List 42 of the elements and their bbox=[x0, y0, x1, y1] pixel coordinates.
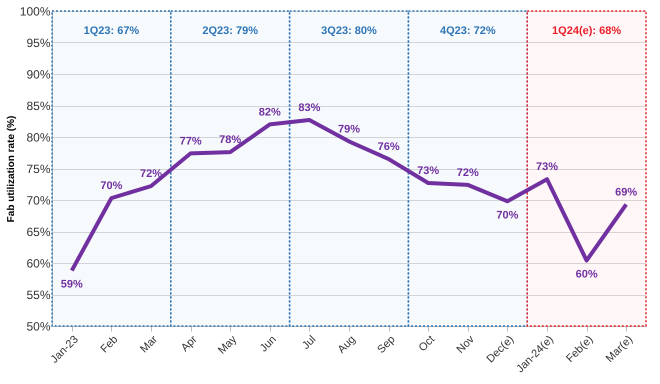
x-tick-label: Aug bbox=[336, 334, 358, 356]
data-label: 59% bbox=[60, 278, 84, 291]
x-tick-label: Nov bbox=[454, 333, 478, 356]
x-tick-label: Feb bbox=[98, 334, 120, 356]
data-label: 82% bbox=[258, 106, 282, 118]
data-label: 78% bbox=[219, 134, 242, 146]
y-tick-label: 75% bbox=[26, 162, 51, 176]
band-label: 1Q23: 67% bbox=[84, 25, 140, 37]
y-tick-label: 65% bbox=[26, 225, 51, 239]
data-label: 77% bbox=[180, 135, 202, 148]
data-label: 60% bbox=[576, 268, 598, 280]
y-tick-label: 90% bbox=[26, 68, 51, 82]
band-label: 2Q23: 79% bbox=[202, 25, 258, 37]
y-tick-label: 85% bbox=[26, 99, 51, 113]
x-tick-label: Mar bbox=[138, 333, 160, 356]
data-label: 70% bbox=[496, 209, 519, 222]
y-tick-label: 60% bbox=[26, 256, 51, 270]
band-label: 3Q23: 80% bbox=[321, 25, 378, 37]
data-label: 73% bbox=[417, 164, 440, 177]
data-label: 73% bbox=[536, 161, 558, 174]
x-tick-label: May bbox=[216, 333, 240, 357]
y-tick-label: 95% bbox=[26, 36, 51, 50]
data-label: 70% bbox=[100, 180, 123, 192]
x-tick-label: Oct bbox=[416, 334, 438, 354]
x-tick-label: Sep bbox=[375, 334, 398, 356]
y-axis-title: Fab utilization rate (%) bbox=[6, 116, 17, 222]
data-label: 79% bbox=[338, 123, 360, 136]
data-label: 69% bbox=[615, 186, 638, 198]
y-tick-label: 80% bbox=[26, 130, 51, 144]
y-tick-label: 70% bbox=[26, 194, 51, 208]
x-tick-label: Jun bbox=[258, 334, 279, 355]
data-label: 72% bbox=[140, 168, 162, 180]
x-tick-label: Apr bbox=[178, 333, 200, 354]
y-tick-label: 100% bbox=[20, 4, 51, 18]
y-tick-label: 55% bbox=[26, 288, 51, 302]
data-label: 76% bbox=[378, 141, 400, 154]
x-tick-label: Jul bbox=[300, 334, 318, 352]
band-label: 4Q23: 72% bbox=[440, 25, 496, 37]
data-label: 72% bbox=[456, 166, 480, 179]
band-label: 1Q24(e): 68% bbox=[552, 25, 622, 37]
data-label: 83% bbox=[298, 102, 321, 114]
y-tick-label: 50% bbox=[26, 320, 51, 334]
